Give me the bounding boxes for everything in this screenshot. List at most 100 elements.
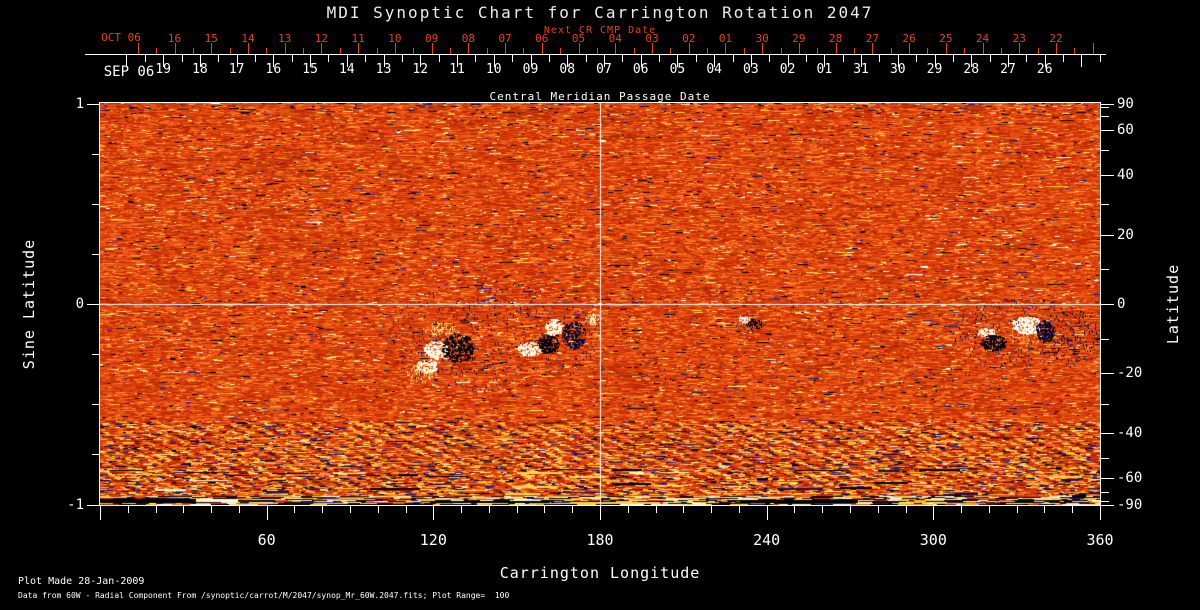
latitude-tick [1100,338,1109,340]
next-cr-minor-tick [670,48,672,54]
longitude-tick [100,505,101,520]
next-cr-tick-label: 11 [351,32,365,45]
latitude-tick [1100,175,1114,177]
cmp-minor-tick [879,55,881,62]
sine-latitude-tick [87,304,100,305]
cmp-minor-tick [805,55,807,62]
cmp-minor-tick [989,55,991,62]
next-cr-minor-tick [1074,48,1076,54]
next-cr-tick [174,43,176,54]
longitude-tick-label: 300 [919,531,947,549]
next-cr-tick [541,43,543,54]
next-cr-minor-tick [743,48,745,54]
next-cr-month-label: OCT 06 [101,31,141,44]
next-cr-minor-tick [780,48,782,54]
next-cr-tick-label: 24 [975,32,990,45]
longitude-tick [1100,505,1101,520]
next-cr-tick [615,43,617,54]
cmp-tick-label: 26 [1036,62,1053,77]
latitude-tick [1100,504,1114,506]
next-cr-tick-label: 10 [388,32,402,45]
latitude-tick [1100,150,1109,152]
sine-latitude-tick [87,103,100,105]
longitude-tick [850,505,851,513]
longitude-tick [155,505,157,513]
cmp-minor-tick [512,55,514,62]
cmp-minor-tick [622,55,624,62]
cmp-tick-label: 27 [1000,62,1016,77]
next-cr-minor-tick [449,48,451,54]
next-cr-minor-tick [927,48,929,54]
next-cr-minor-tick [1037,48,1039,54]
cmp-minor-tick [916,55,918,62]
longitude-tick [516,505,518,513]
next-cr-tick-label: 05 [571,32,586,45]
cmp-minor-tick [952,55,954,62]
longitude-tick [905,505,907,513]
longitude-tick [600,505,601,520]
longitude-tick [627,505,629,513]
next-cr-tick [431,43,433,54]
cmp-tick [750,55,752,67]
longitude-tick-label: 120 [419,531,447,549]
longitude-tick [266,505,268,520]
longitude-tick [988,505,990,513]
longitude-tick-label: 180 [586,531,614,549]
longitude-tick [433,505,435,520]
cmp-tick [493,55,495,67]
longitude-tick [488,505,490,513]
next-cr-tick [688,43,690,54]
cmp-tick [126,55,128,67]
cmp-tick [310,55,312,67]
longitude-tick [294,505,296,513]
longitude-tick [238,505,240,513]
cmp-minor-tick [144,55,146,62]
sine-latitude-tick-label: -1 [67,496,84,513]
sine-latitude-axis-title: Sine Latitude [20,238,38,370]
cmp-tick [787,55,789,67]
cmp-tick [1081,55,1083,67]
cmp-tick-label: 18 [192,62,208,77]
latitude-tick-label: -60 [1117,469,1143,486]
cmp-month-label: SEP 06 [103,64,155,80]
next-cr-tick [982,43,984,54]
next-cr-minor-tick [560,48,562,54]
next-cr-tick [394,43,396,54]
longitude-tick [655,505,657,513]
latitude-tick [1100,115,1109,117]
sine-latitude-tick [92,404,100,406]
next-cr-tick-label: 25 [939,32,953,45]
latitude-tick [1100,106,1109,108]
next-cr-tick-label: 02 [682,32,696,45]
cmp-minor-tick [365,55,367,62]
latitude-tick [1100,304,1114,305]
next-cr-tick-label: 26 [902,32,916,45]
plot-made-note: Plot Made 28-Jan-2009 [18,576,145,587]
latitude-tick-label: 0 [1117,296,1126,312]
cmp-minor-tick [585,55,587,62]
cmp-minor-tick [401,55,403,62]
cmp-tick [824,55,826,67]
next-cr-minor-tick [1000,48,1002,54]
cmp-tick [273,55,275,67]
cmp-tick-label: 19 [155,62,172,77]
next-cr-tick [505,43,507,54]
longitude-tick-label: 60 [257,531,276,549]
longitude-tick [877,505,879,513]
cmp-tick [677,55,679,67]
next-cr-minor-tick [339,48,341,54]
next-cr-tick [945,43,947,54]
sine-latitude-tick [87,504,100,506]
next-cr-tick-label: 09 [424,32,439,45]
next-cr-tick [468,43,470,54]
cmp-tick-label: 31 [853,62,869,77]
latitude-tick [1100,203,1109,205]
next-cr-minor-tick [817,48,819,54]
cmp-tick-label: 12 [412,62,429,77]
cmp-minor-tick [769,55,771,62]
next-cr-tick [872,43,874,54]
latitude-tick-label: 20 [1117,227,1134,244]
sine-latitude-tick [92,454,100,456]
next-cr-tick-label: 22 [1049,32,1063,45]
